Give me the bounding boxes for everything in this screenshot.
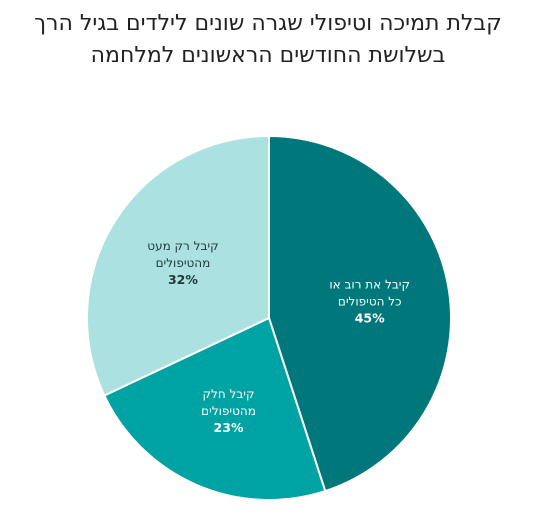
pie-slice-0 [268, 134, 452, 493]
slice-label-0-line-0: קיבל את רוב או [329, 278, 410, 292]
pie-slice-1 [102, 316, 327, 501]
slice-label-2-line-1: מהטיפולים [156, 256, 211, 270]
pie-slice-2 [86, 134, 270, 397]
slice-label-1-line-0: קיבל חלק [203, 387, 255, 401]
slice-label-0-line-1: כל הטיפולים [338, 295, 402, 309]
slice-label-1-line-1: מהטיפולים [201, 404, 256, 418]
chart-title-line-2: בשלושת החודשים הראשונים למלחמה [90, 43, 446, 68]
chart-title: קבלת תמיכה וטיפולי שגרה שונים לילדים בגי… [0, 8, 536, 72]
slice-value-label-0: 45% [355, 311, 385, 326]
slice-value-label-1: 23% [214, 420, 244, 435]
slice-label-2-line-0: קיבל רק מעט [147, 239, 218, 253]
chart-title-line-1: קבלת תמיכה וטיפולי שגרה שונים לילדים בגי… [34, 11, 502, 36]
slice-value-label-2: 32% [168, 272, 198, 287]
